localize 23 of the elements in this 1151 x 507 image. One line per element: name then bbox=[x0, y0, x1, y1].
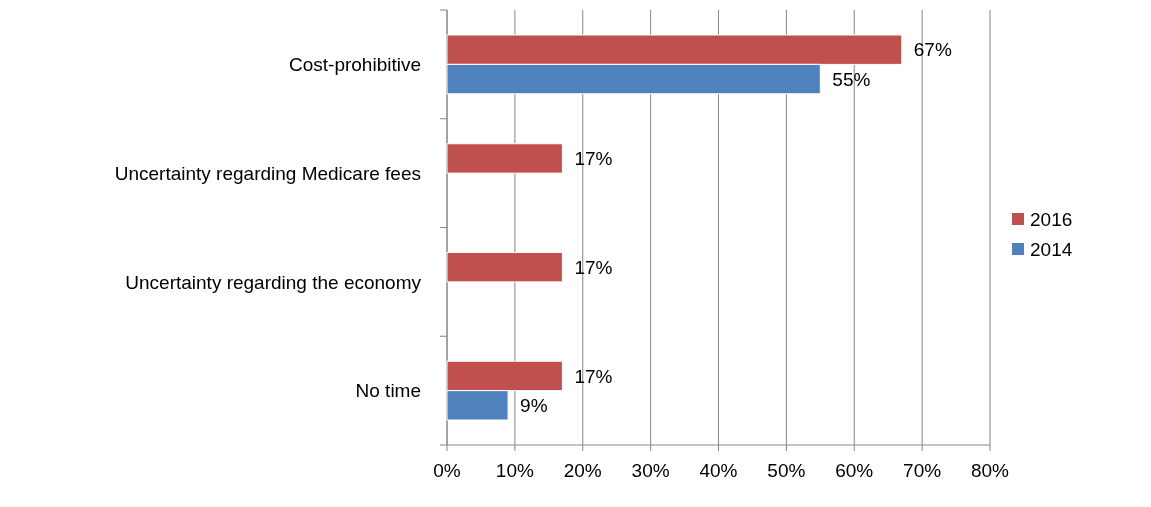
x-tick-label: 40% bbox=[699, 460, 738, 481]
x-tick-label: 70% bbox=[903, 460, 942, 481]
y-tick-label: No time bbox=[355, 380, 421, 402]
data-label: 9% bbox=[520, 394, 548, 416]
y-tick-label: Uncertainty regarding the economy bbox=[125, 271, 422, 293]
data-label: 17% bbox=[574, 365, 613, 387]
y-tick-label: Uncertainty regarding Medicare fees bbox=[114, 162, 421, 184]
bar bbox=[446, 143, 563, 174]
x-tick-label: 20% bbox=[563, 460, 602, 481]
data-label: 55% bbox=[832, 68, 871, 90]
x-tick-label: 30% bbox=[631, 460, 670, 481]
data-label: 17% bbox=[574, 256, 613, 278]
x-tick-label: 60% bbox=[835, 460, 874, 481]
y-tick-label: Cost-prohibitive bbox=[289, 54, 421, 76]
data-label: 67% bbox=[913, 39, 952, 61]
x-tick-label: 80% bbox=[970, 460, 1010, 481]
data-label: 17% bbox=[574, 148, 613, 170]
x-tick-label: 10% bbox=[495, 460, 534, 481]
x-tick-label: 50% bbox=[767, 460, 806, 481]
legend-label: 2014 bbox=[1030, 238, 1073, 260]
x-tick-label: 0% bbox=[433, 460, 461, 481]
legend-label: 2016 bbox=[1030, 208, 1073, 230]
bar bbox=[446, 251, 563, 283]
